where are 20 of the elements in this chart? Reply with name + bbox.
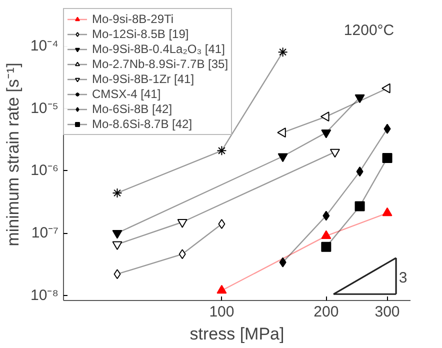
annotation: 1200°C bbox=[344, 22, 394, 39]
y-tick-label: 10⁻⁵ bbox=[30, 100, 59, 117]
legend-label: Mo-9Si-8B-0.4La₂O₃ [41] bbox=[92, 42, 225, 56]
legend-label: Mo-9Si-8B-1Zr [41] bbox=[92, 72, 194, 86]
y-tick-label: 10⁻⁷ bbox=[31, 224, 59, 242]
y-tick-label: 10⁻⁸ bbox=[30, 286, 59, 304]
legend-label: Mo-12Si-8.5B [19] bbox=[92, 27, 189, 41]
legend-label: CMSX-4 [41] bbox=[92, 87, 161, 101]
annotation: 3 bbox=[398, 270, 408, 287]
x-tick-label: 300 bbox=[374, 304, 400, 320]
y-axis-title: minimum strain rate [s⁻¹] bbox=[3, 62, 22, 246]
legend-label: Mo-8.6Si-8.7B [42] bbox=[92, 117, 192, 131]
legend-label: Mo-9si-8B-29Ti bbox=[92, 12, 174, 26]
legend-label: Mo-6Si-8B [42] bbox=[92, 102, 172, 116]
x-tick-label: 200 bbox=[314, 304, 339, 320]
y-tick-label: 10⁻⁶ bbox=[30, 162, 58, 180]
x-axis-title: stress [MPa] bbox=[190, 324, 284, 344]
y-tick-label: 10⁻⁴ bbox=[30, 38, 59, 55]
x-tick-label: 100 bbox=[209, 304, 234, 320]
legend-label: Mo-2.7Nb-8.9Si-7.7B [35] bbox=[92, 57, 228, 71]
